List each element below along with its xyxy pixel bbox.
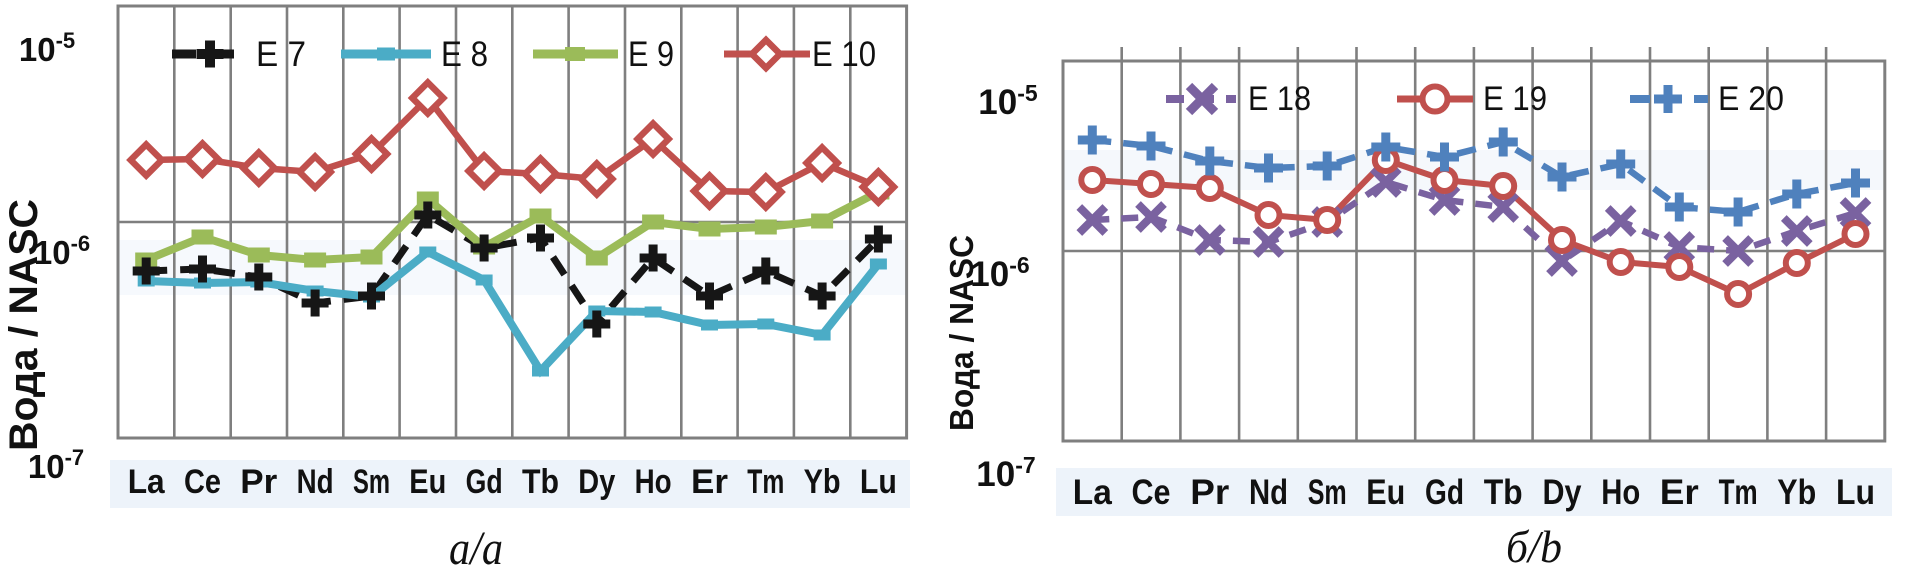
svg-text:E 9: E 9 — [628, 35, 674, 74]
svg-text:Вода / NASC: Вода / NASC — [2, 199, 46, 451]
svg-text:E 20: E 20 — [1718, 80, 1784, 118]
svg-text:E 19: E 19 — [1483, 80, 1547, 118]
svg-text:Ho: Ho — [635, 463, 672, 501]
svg-text:а/а: а/а — [449, 522, 503, 575]
svg-text:Dy: Dy — [1543, 473, 1582, 512]
svg-text:Tm: Tm — [747, 463, 784, 501]
svg-text:E 10: E 10 — [812, 35, 876, 74]
svg-text:Tb: Tb — [522, 463, 559, 501]
svg-text:Yb: Yb — [804, 463, 841, 501]
svg-text:La: La — [1073, 473, 1112, 512]
svg-text:Lu: Lu — [860, 463, 897, 501]
svg-text:б/b: б/b — [1506, 521, 1562, 572]
svg-text:Gd: Gd — [466, 463, 503, 501]
svg-text:Вода / NASC: Вода / NASC — [943, 235, 980, 431]
svg-text:Er: Er — [691, 463, 728, 501]
svg-text:Tb: Tb — [1484, 473, 1523, 512]
svg-text:E 7: E 7 — [256, 35, 306, 74]
svg-text:La: La — [128, 463, 166, 501]
svg-text:Ce: Ce — [184, 463, 221, 501]
svg-text:E 8: E 8 — [441, 35, 488, 74]
svg-text:Nd: Nd — [297, 463, 334, 501]
svg-text:Eu: Eu — [1366, 473, 1405, 512]
svg-text:Sm: Sm — [353, 463, 390, 501]
svg-text:Ho: Ho — [1601, 473, 1640, 512]
svg-text:Pr: Pr — [240, 463, 277, 501]
svg-text:Pr: Pr — [1190, 473, 1229, 512]
svg-text:Er: Er — [1660, 473, 1699, 512]
svg-text:Lu: Lu — [1836, 473, 1875, 512]
svg-text:Dy: Dy — [578, 463, 615, 501]
svg-text:Yb: Yb — [1777, 473, 1816, 512]
svg-text:E 18: E 18 — [1248, 80, 1311, 118]
svg-text:Tm: Tm — [1719, 473, 1758, 512]
svg-text:Eu: Eu — [409, 463, 446, 501]
svg-text:Ce: Ce — [1132, 473, 1171, 512]
svg-text:Nd: Nd — [1249, 473, 1288, 512]
svg-text:Gd: Gd — [1425, 473, 1464, 512]
svg-text:Sm: Sm — [1308, 473, 1347, 512]
